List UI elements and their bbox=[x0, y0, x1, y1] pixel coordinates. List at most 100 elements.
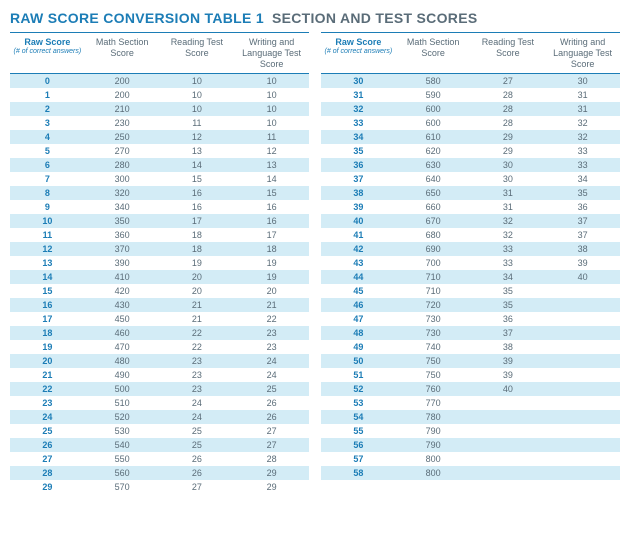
cell-math: 270 bbox=[85, 146, 160, 156]
table-row: 426903338 bbox=[321, 242, 620, 256]
cell-math: 620 bbox=[396, 146, 471, 156]
cell-math: 770 bbox=[396, 398, 471, 408]
table-row: 204802324 bbox=[10, 354, 309, 368]
cell-math: 540 bbox=[85, 440, 160, 450]
cell-raw: 36 bbox=[321, 160, 396, 170]
cell-raw: 40 bbox=[321, 216, 396, 226]
table-row: 52701312 bbox=[10, 144, 309, 158]
cell-writing: 40 bbox=[545, 272, 620, 282]
cell-reading: 23 bbox=[160, 356, 235, 366]
cell-math: 660 bbox=[396, 202, 471, 212]
cell-raw: 46 bbox=[321, 300, 396, 310]
cell-math: 230 bbox=[85, 118, 160, 128]
cell-writing: 22 bbox=[234, 314, 309, 324]
cell-reading: 26 bbox=[160, 454, 235, 464]
table-row: 103501716 bbox=[10, 214, 309, 228]
table-row: 214902324 bbox=[10, 368, 309, 382]
table-row: 164302121 bbox=[10, 298, 309, 312]
col-header-writing: Writing and Language Test Score bbox=[545, 37, 620, 69]
cell-writing: 10 bbox=[234, 76, 309, 86]
cell-reading: 11 bbox=[160, 118, 235, 128]
table-row: 123701818 bbox=[10, 242, 309, 256]
cell-writing: 10 bbox=[234, 118, 309, 128]
cell-raw: 18 bbox=[10, 328, 85, 338]
cell-writing: 37 bbox=[545, 230, 620, 240]
cell-math: 530 bbox=[85, 426, 160, 436]
cell-math: 750 bbox=[396, 370, 471, 380]
cell-raw: 9 bbox=[10, 202, 85, 212]
cell-math: 340 bbox=[85, 202, 160, 212]
cell-math: 480 bbox=[85, 356, 160, 366]
table-row: 315902831 bbox=[321, 88, 620, 102]
cell-raw: 15 bbox=[10, 286, 85, 296]
cell-reading: 38 bbox=[471, 342, 546, 352]
cell-raw: 33 bbox=[321, 118, 396, 128]
cell-raw: 12 bbox=[10, 244, 85, 254]
cell-reading: 32 bbox=[471, 216, 546, 226]
cell-writing: 13 bbox=[234, 160, 309, 170]
cell-reading: 10 bbox=[160, 90, 235, 100]
cell-math: 560 bbox=[85, 468, 160, 478]
cell-raw: 32 bbox=[321, 104, 396, 114]
cell-raw: 7 bbox=[10, 174, 85, 184]
table-body-left: 0200101012001010221010103230111042501211… bbox=[10, 74, 309, 494]
cell-math: 460 bbox=[85, 328, 160, 338]
cell-reading: 16 bbox=[160, 188, 235, 198]
table-row: 376403034 bbox=[321, 172, 620, 186]
cell-writing: 27 bbox=[234, 440, 309, 450]
conversion-table-right: Raw Score(# of correct answers) Math Sec… bbox=[321, 32, 620, 494]
title-main: RAW SCORE CONVERSION TABLE 1 bbox=[10, 10, 264, 26]
cell-reading: 33 bbox=[471, 244, 546, 254]
cell-raw: 49 bbox=[321, 342, 396, 352]
cell-writing: 25 bbox=[234, 384, 309, 394]
table-header: Raw Score(# of correct answers) Math Sec… bbox=[321, 32, 620, 74]
table-row: 133901919 bbox=[10, 256, 309, 270]
table-row: 245202426 bbox=[10, 410, 309, 424]
cell-raw: 14 bbox=[10, 272, 85, 282]
cell-reading: 22 bbox=[160, 328, 235, 338]
cell-math: 360 bbox=[85, 230, 160, 240]
cell-raw: 34 bbox=[321, 132, 396, 142]
table-row: 4773036 bbox=[321, 312, 620, 326]
cell-math: 800 bbox=[396, 468, 471, 478]
cell-math: 790 bbox=[396, 440, 471, 450]
cell-reading: 33 bbox=[471, 258, 546, 268]
cell-reading: 12 bbox=[160, 132, 235, 142]
cell-raw: 8 bbox=[10, 188, 85, 198]
cell-raw: 48 bbox=[321, 328, 396, 338]
cell-writing: 10 bbox=[234, 104, 309, 114]
cell-math: 200 bbox=[85, 76, 160, 86]
cell-math: 790 bbox=[396, 426, 471, 436]
cell-raw: 4 bbox=[10, 132, 85, 142]
cell-writing: 32 bbox=[545, 118, 620, 128]
cell-raw: 20 bbox=[10, 356, 85, 366]
table-row: 42501211 bbox=[10, 130, 309, 144]
table-row: 356202933 bbox=[321, 144, 620, 158]
table-row: 5075039 bbox=[321, 354, 620, 368]
cell-raw: 41 bbox=[321, 230, 396, 240]
cell-writing: 20 bbox=[234, 286, 309, 296]
cell-raw: 30 bbox=[321, 76, 396, 86]
cell-math: 700 bbox=[396, 258, 471, 268]
cell-math: 720 bbox=[396, 300, 471, 310]
cell-math: 350 bbox=[85, 216, 160, 226]
cell-math: 800 bbox=[396, 454, 471, 464]
cell-math: 430 bbox=[85, 300, 160, 310]
cell-raw: 0 bbox=[10, 76, 85, 86]
cell-math: 280 bbox=[85, 160, 160, 170]
cell-writing: 21 bbox=[234, 300, 309, 310]
cell-math: 710 bbox=[396, 286, 471, 296]
cell-writing: 24 bbox=[234, 356, 309, 366]
table-row: 58800 bbox=[321, 466, 620, 480]
cell-reading: 27 bbox=[160, 482, 235, 492]
cell-raw: 24 bbox=[10, 412, 85, 422]
cell-raw: 1 bbox=[10, 90, 85, 100]
cell-raw: 45 bbox=[321, 286, 396, 296]
cell-raw: 31 bbox=[321, 90, 396, 100]
cell-raw: 11 bbox=[10, 230, 85, 240]
cell-writing: 33 bbox=[545, 146, 620, 156]
cell-writing: 34 bbox=[545, 174, 620, 184]
cell-raw: 26 bbox=[10, 440, 85, 450]
cell-math: 370 bbox=[85, 244, 160, 254]
cell-reading: 30 bbox=[471, 174, 546, 184]
